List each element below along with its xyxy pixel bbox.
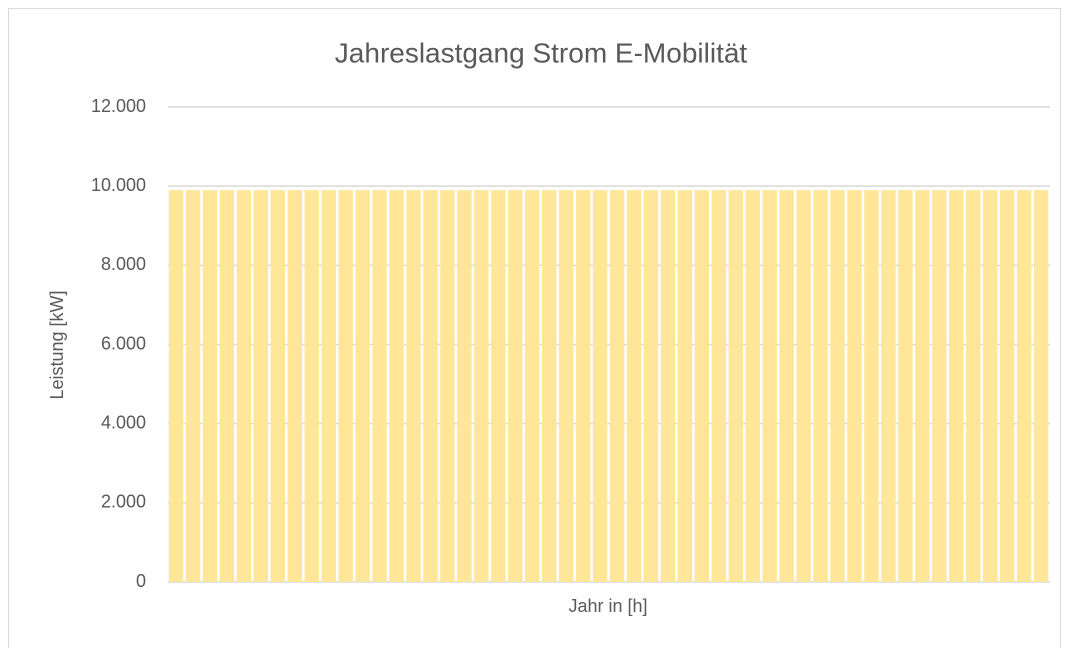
bar	[406, 190, 421, 582]
bar	[881, 190, 896, 582]
bar	[813, 190, 828, 582]
bar	[626, 190, 642, 582]
bar	[423, 190, 438, 582]
y-axis-label: Leistung [kW]	[47, 290, 67, 399]
y-tick-label: 12.000	[91, 96, 146, 116]
bar	[253, 190, 269, 582]
bar	[1033, 190, 1049, 582]
chart-title: Jahreslastgang Strom E-Mobilität	[335, 37, 748, 68]
bar	[660, 190, 676, 582]
y-tick-label: 10.000	[91, 175, 146, 195]
bar	[338, 190, 353, 582]
bar	[287, 190, 302, 582]
bar	[796, 190, 811, 582]
bar	[474, 190, 489, 582]
bar	[830, 190, 845, 582]
bar	[728, 190, 743, 582]
bar	[847, 190, 862, 582]
bar	[219, 190, 235, 582]
bar	[762, 190, 777, 582]
bar	[864, 190, 879, 582]
bar	[983, 190, 998, 582]
y-tick-label: 0	[136, 571, 146, 591]
bar	[508, 190, 523, 582]
bar	[321, 190, 336, 582]
bar	[355, 190, 370, 582]
bar	[694, 190, 710, 582]
y-tick-label: 4.000	[101, 412, 146, 432]
bar	[202, 190, 218, 582]
y-tick-label: 6.000	[101, 333, 146, 353]
bar	[711, 190, 727, 582]
bar	[898, 190, 913, 582]
y-tick-label: 8.000	[101, 254, 146, 274]
bar	[270, 190, 286, 582]
bar	[779, 190, 794, 582]
bar	[440, 190, 455, 582]
bar	[592, 190, 608, 582]
bar	[542, 190, 557, 582]
bar	[168, 190, 184, 582]
bar	[677, 190, 693, 582]
bar	[457, 190, 472, 582]
bar	[575, 190, 591, 582]
bar	[525, 190, 540, 582]
bar	[999, 190, 1015, 582]
bar	[643, 190, 659, 582]
bar	[558, 190, 574, 582]
bar	[389, 190, 404, 582]
bar	[1016, 190, 1032, 582]
bar	[304, 190, 319, 582]
bar	[609, 190, 625, 582]
y-tick-label: 2.000	[101, 492, 146, 512]
x-axis-label: Jahr in [h]	[568, 596, 647, 616]
bar	[745, 190, 760, 582]
bar	[236, 190, 252, 582]
bar	[966, 190, 981, 582]
bar	[915, 190, 930, 582]
bar	[949, 190, 964, 582]
bar	[932, 190, 947, 582]
bar	[372, 190, 387, 582]
bar	[185, 190, 201, 582]
bar	[491, 190, 506, 582]
